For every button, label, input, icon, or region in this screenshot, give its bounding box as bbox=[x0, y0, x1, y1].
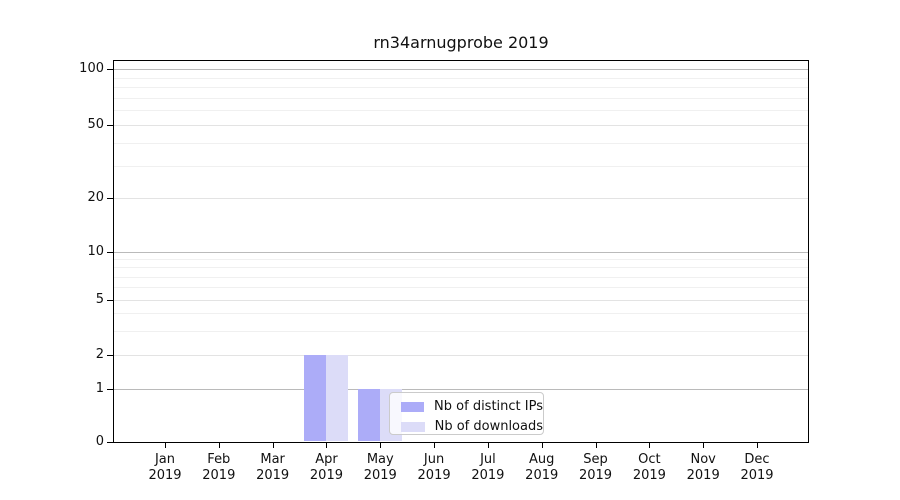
x-axis-tick bbox=[757, 443, 758, 448]
gridline-major bbox=[114, 198, 808, 199]
x-tick-year: 2019 bbox=[578, 468, 613, 483]
gridline-minor bbox=[114, 97, 808, 99]
gridline-minor bbox=[114, 287, 808, 289]
legend-item-downloads: Nb of downloads bbox=[401, 420, 543, 434]
x-axis-tick bbox=[542, 443, 543, 448]
x-axis-tick bbox=[488, 443, 489, 448]
x-axis-tick bbox=[273, 443, 274, 448]
x-tick-month: Jun bbox=[423, 452, 445, 467]
x-tick-label: Feb 2019 bbox=[187, 452, 251, 484]
x-tick-year: 2019 bbox=[148, 468, 182, 483]
x-tick-month: Sep bbox=[583, 452, 608, 467]
x-tick-month: Dec bbox=[744, 452, 770, 467]
x-tick-year: 2019 bbox=[632, 468, 666, 483]
y-axis-tick bbox=[107, 442, 113, 443]
y-axis-tick bbox=[107, 300, 113, 301]
gridline-major bbox=[114, 69, 808, 70]
x-tick-month: Oct bbox=[638, 452, 661, 467]
y-tick-label: 5 bbox=[95, 292, 104, 307]
bar-distinct-ips bbox=[304, 355, 327, 441]
x-tick-month: Mar bbox=[260, 452, 285, 467]
x-tick-year: 2019 bbox=[525, 468, 559, 483]
gridline-minor bbox=[114, 313, 808, 315]
x-tick-label: Apr 2019 bbox=[294, 452, 358, 484]
x-tick-label: Dec 2019 bbox=[725, 452, 789, 484]
x-tick-label: Jan 2019 bbox=[133, 452, 197, 484]
bar-distinct-ips bbox=[358, 389, 381, 441]
x-axis-tick bbox=[380, 443, 381, 448]
y-axis-tick bbox=[107, 198, 113, 199]
x-tick-month: Apr bbox=[315, 452, 338, 467]
x-axis-tick bbox=[596, 443, 597, 448]
gridline-minor bbox=[114, 110, 808, 112]
x-tick-month: Nov bbox=[690, 452, 716, 467]
x-tick-label: Mar 2019 bbox=[241, 452, 305, 484]
x-tick-year: 2019 bbox=[740, 468, 774, 483]
x-axis-tick bbox=[703, 443, 704, 448]
x-axis-tick bbox=[649, 443, 650, 448]
y-axis-tick bbox=[107, 125, 113, 126]
x-axis-tick bbox=[326, 443, 327, 448]
chart-title: rn34arnugprobe 2019 bbox=[373, 33, 549, 52]
x-axis-tick bbox=[219, 443, 220, 448]
y-axis-tick bbox=[107, 252, 113, 253]
legend-label-downloads: Nb of downloads bbox=[434, 419, 543, 434]
x-tick-year: 2019 bbox=[471, 468, 505, 483]
x-tick-label: Jul 2019 bbox=[456, 452, 520, 484]
y-tick-label: 10 bbox=[87, 244, 104, 259]
gridline-minor bbox=[114, 142, 808, 144]
x-tick-label: Sep 2019 bbox=[564, 452, 628, 484]
x-tick-month: May bbox=[366, 452, 394, 467]
gridline-major bbox=[114, 252, 808, 253]
x-tick-year: 2019 bbox=[686, 468, 720, 483]
y-tick-label: 2 bbox=[95, 347, 104, 362]
gridline-minor bbox=[114, 259, 808, 261]
legend-swatch-downloads bbox=[401, 422, 425, 432]
y-tick-label: 0 bbox=[95, 434, 104, 449]
x-tick-year: 2019 bbox=[202, 468, 236, 483]
gridline-minor bbox=[114, 77, 808, 79]
y-tick-label: 50 bbox=[87, 117, 104, 132]
x-tick-month: Jul bbox=[480, 452, 496, 467]
x-tick-label: Nov 2019 bbox=[671, 452, 735, 484]
legend: Nb of distinct IPs Nb of downloads bbox=[389, 392, 544, 435]
x-tick-year: 2019 bbox=[309, 468, 343, 483]
x-tick-month: Feb bbox=[207, 452, 231, 467]
gridline-major bbox=[114, 300, 808, 301]
gridline-minor bbox=[114, 330, 808, 332]
x-tick-month: Aug bbox=[529, 452, 555, 467]
legend-swatch-distinct-ips bbox=[401, 402, 425, 412]
gridline-minor bbox=[114, 87, 808, 89]
x-tick-month: Jan bbox=[154, 452, 176, 467]
legend-label-distinct-ips: Nb of distinct IPs bbox=[434, 399, 543, 414]
gridline-minor bbox=[114, 267, 808, 269]
y-axis-tick bbox=[107, 69, 113, 70]
gridline-major bbox=[114, 355, 808, 356]
x-tick-label: Aug 2019 bbox=[510, 452, 574, 484]
x-tick-label: May 2019 bbox=[348, 452, 412, 484]
x-tick-label: Jun 2019 bbox=[402, 452, 466, 484]
y-tick-label: 20 bbox=[87, 190, 104, 205]
x-tick-label: Oct 2019 bbox=[617, 452, 681, 484]
y-axis-tick bbox=[107, 389, 113, 390]
gridline-major bbox=[114, 125, 808, 126]
y-tick-label: 100 bbox=[79, 61, 104, 76]
x-tick-year: 2019 bbox=[256, 468, 290, 483]
x-axis-tick bbox=[165, 443, 166, 448]
x-tick-year: 2019 bbox=[363, 468, 397, 483]
legend-item-distinct-ips: Nb of distinct IPs bbox=[401, 400, 543, 414]
gridline-minor bbox=[114, 276, 808, 278]
gridline-minor bbox=[114, 165, 808, 167]
gridline-major bbox=[114, 389, 808, 390]
y-tick-label: 1 bbox=[95, 381, 104, 396]
plot-area-border bbox=[113, 60, 809, 443]
x-tick-year: 2019 bbox=[417, 468, 451, 483]
bar-downloads bbox=[326, 355, 349, 441]
x-axis-tick bbox=[434, 443, 435, 448]
y-axis-tick bbox=[107, 355, 113, 356]
